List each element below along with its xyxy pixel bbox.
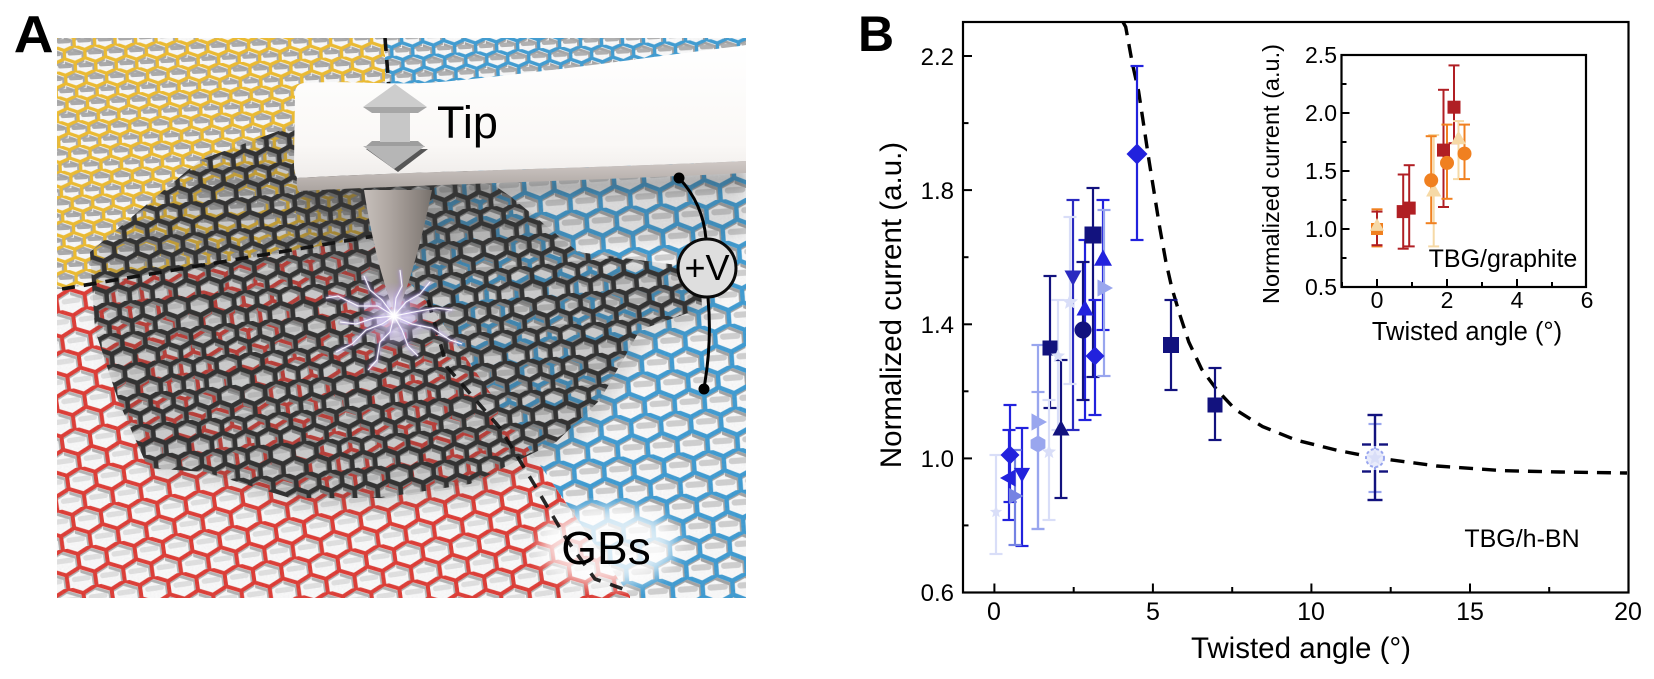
svg-text:1.4: 1.4 bbox=[921, 312, 954, 339]
svg-text:1.0: 1.0 bbox=[1305, 216, 1337, 242]
svg-text:5: 5 bbox=[1146, 598, 1160, 626]
svg-text:0: 0 bbox=[1371, 287, 1384, 313]
svg-text:6: 6 bbox=[1581, 287, 1594, 313]
svg-text:2.0: 2.0 bbox=[1305, 100, 1337, 126]
svg-text:Twisted angle (°): Twisted angle (°) bbox=[1191, 632, 1411, 665]
svg-text:B: B bbox=[858, 6, 894, 62]
svg-text:1.0: 1.0 bbox=[921, 446, 954, 473]
svg-text:A: A bbox=[14, 5, 54, 63]
svg-text:GBs: GBs bbox=[561, 522, 650, 574]
svg-text:0: 0 bbox=[987, 598, 1001, 626]
svg-text:2: 2 bbox=[1441, 287, 1454, 313]
svg-text:2.5: 2.5 bbox=[1305, 42, 1337, 68]
svg-text:0.5: 0.5 bbox=[1305, 274, 1337, 300]
svg-text:15: 15 bbox=[1456, 598, 1484, 626]
svg-text:Normalized current (a.u.): Normalized current (a.u.) bbox=[875, 142, 908, 468]
svg-text:TBG/graphite: TBG/graphite bbox=[1429, 245, 1578, 273]
svg-text:10: 10 bbox=[1297, 598, 1325, 626]
svg-text:1.5: 1.5 bbox=[1305, 158, 1337, 184]
svg-text:Normalized current (a.u.): Normalized current (a.u.) bbox=[1258, 44, 1284, 304]
svg-text:1.8: 1.8 bbox=[921, 178, 954, 205]
svg-text:2.2: 2.2 bbox=[921, 44, 954, 71]
svg-text:+V: +V bbox=[684, 247, 729, 288]
svg-text:0.6: 0.6 bbox=[921, 580, 954, 607]
svg-text:Twisted angle (°): Twisted angle (°) bbox=[1372, 318, 1562, 346]
svg-text:20: 20 bbox=[1614, 598, 1642, 626]
svg-text:Tip: Tip bbox=[437, 97, 498, 148]
svg-text:TBG/h-BN: TBG/h-BN bbox=[1464, 525, 1579, 553]
svg-text:4: 4 bbox=[1511, 287, 1524, 313]
